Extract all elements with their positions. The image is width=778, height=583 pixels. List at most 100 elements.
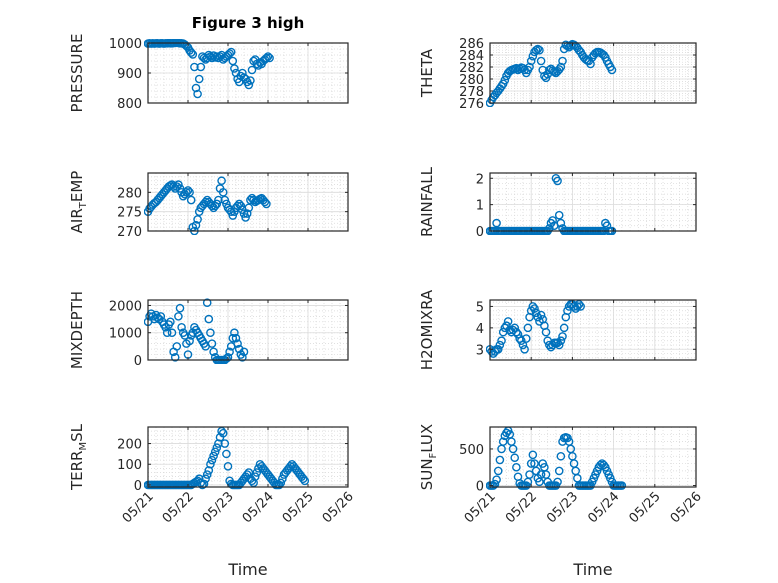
y-tick-label: 3 — [476, 343, 484, 358]
data-point — [515, 64, 524, 74]
data-point — [191, 83, 201, 93]
axes-box — [147, 426, 349, 488]
y-tick-label: 100 — [117, 458, 142, 473]
data-point — [230, 64, 239, 73]
x-axis-label: Time — [572, 560, 612, 579]
axes-box — [147, 172, 349, 232]
data-point — [492, 218, 501, 228]
data-point — [553, 176, 562, 186]
data-point — [170, 352, 180, 362]
x-tick-label: 05/21 — [462, 489, 499, 526]
data-point — [175, 303, 185, 313]
y-tick-label: 2 — [476, 172, 484, 187]
data-point — [228, 211, 238, 220]
y-axis-label: MIXDEPTH — [68, 291, 86, 369]
data-point — [493, 466, 503, 476]
data-point — [495, 455, 505, 465]
y-tick-label: 0 — [476, 480, 484, 495]
data-point — [218, 188, 228, 197]
axes-box — [489, 42, 697, 104]
data-point — [503, 317, 513, 326]
data-point — [541, 327, 551, 337]
data-point — [202, 470, 212, 479]
axes-terr_msl: 0 100 200 05/21 05/22 05/23 05/24 05/25 05/26 Tim… — [68, 423, 357, 579]
data-point — [526, 459, 536, 468]
data-point — [556, 336, 566, 346]
data-point — [194, 74, 204, 84]
data-point — [238, 352, 247, 362]
y-axis-label: SUNFLUX — [418, 424, 439, 490]
y-axis-label: H2OMIXRA — [418, 289, 436, 370]
data-point — [212, 199, 222, 209]
data-point — [556, 451, 566, 461]
data-point — [495, 340, 505, 350]
data-point — [201, 197, 210, 207]
data-point — [234, 344, 244, 354]
axes-rainfall: 0 1 2 RAINFALL — [418, 166, 697, 240]
data-point — [246, 195, 255, 205]
data-point — [558, 56, 567, 66]
data-point — [528, 302, 538, 311]
data-point — [298, 474, 308, 484]
y-tick-label: 276 — [459, 97, 484, 112]
data-point — [230, 328, 239, 338]
x-tick-label: 05/21 — [120, 489, 157, 526]
data-point — [228, 333, 238, 343]
data-point — [559, 323, 569, 333]
data-point — [523, 323, 533, 333]
y-tick-label: 0 — [134, 479, 142, 494]
data-point — [185, 336, 194, 346]
data-point — [174, 312, 183, 321]
data-point — [556, 62, 566, 72]
x-tick-label: 05/25 — [627, 489, 664, 526]
data-point — [525, 62, 534, 72]
data-point — [196, 62, 206, 72]
data-point — [222, 449, 231, 459]
data-point — [607, 65, 617, 75]
axes-sun_flux: 0 500 05/21 05/22 05/23 05/24 05/25 05/26 Time SU… — [418, 424, 705, 579]
y-tick-label: 500 — [459, 443, 484, 458]
data-point — [513, 329, 523, 339]
x-tick-label: 05/26 — [668, 489, 705, 526]
chart-title: Figure 3 high — [192, 14, 305, 32]
data-point — [207, 201, 217, 211]
data-point — [210, 447, 220, 457]
data-point — [186, 48, 196, 57]
y-tick-label: 280 — [117, 186, 142, 201]
data-point — [535, 45, 544, 55]
data-point — [209, 451, 218, 461]
data-point — [177, 322, 186, 332]
axes-box — [489, 426, 697, 488]
axes-box — [489, 299, 697, 361]
data-point — [202, 298, 212, 308]
data-point — [576, 302, 585, 311]
axes-box — [489, 172, 697, 232]
data-point — [533, 44, 543, 54]
data-point — [528, 450, 538, 460]
data-point — [206, 459, 215, 469]
data-point — [556, 218, 566, 228]
y-tick-label: 900 — [117, 67, 142, 82]
data-point — [497, 336, 506, 346]
data-point — [250, 472, 260, 481]
data-point — [244, 80, 254, 90]
data-point — [545, 224, 554, 233]
y-tick-label: 2000 — [109, 299, 142, 314]
data-point — [526, 56, 536, 66]
data-point — [183, 186, 193, 195]
y-tick-label: 270 — [117, 225, 142, 240]
x-tick-label: 05/22 — [160, 489, 197, 526]
data-point — [520, 344, 529, 354]
data-point — [530, 304, 539, 313]
data-point — [573, 302, 582, 311]
data-point — [193, 215, 202, 224]
y-tick-label: 280 — [459, 73, 484, 88]
data-point — [172, 342, 182, 351]
data-point — [508, 444, 518, 454]
y-axis-label: THETA — [418, 48, 436, 98]
data-point — [531, 45, 541, 55]
y-axis-label: TERRMSL — [68, 423, 89, 491]
series-h2omixra — [486, 299, 585, 358]
series-theta — [486, 39, 617, 107]
